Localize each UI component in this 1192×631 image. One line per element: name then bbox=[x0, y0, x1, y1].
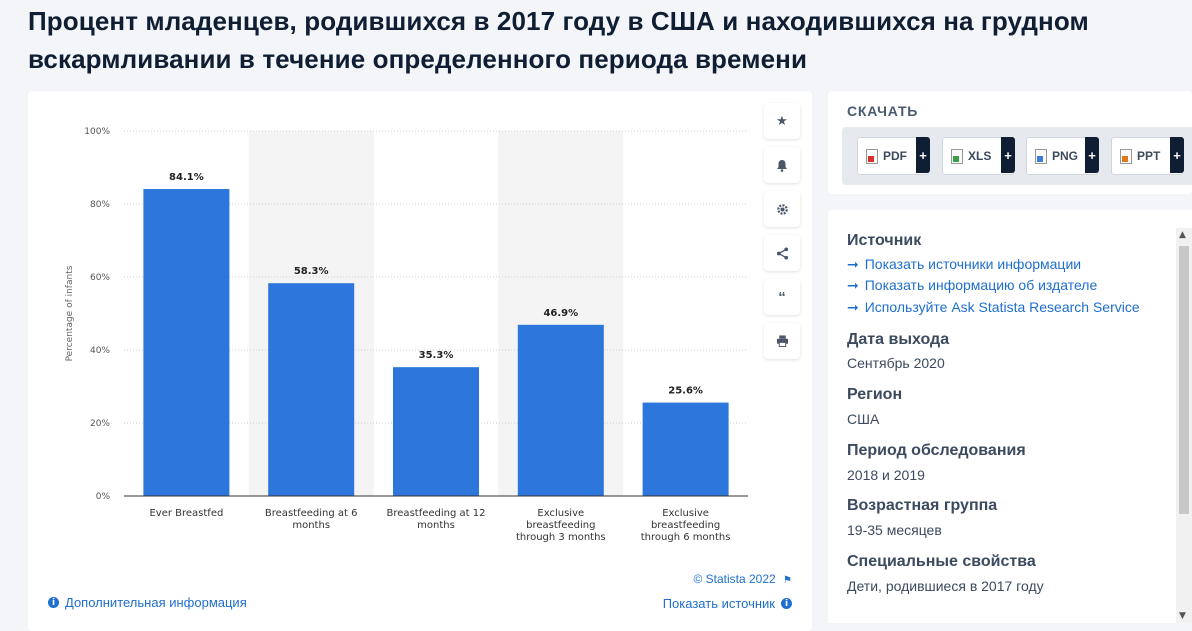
source-heading: Источник bbox=[847, 232, 922, 249]
scroll-up-icon[interactable]: ▲ bbox=[1179, 230, 1186, 240]
age-group-heading: Возрастная группа bbox=[847, 497, 998, 514]
page-title: Процент младенцев, родившихся в 2017 год… bbox=[28, 6, 1089, 74]
x-tick-label: Exclusive breastfeeding through 3 months bbox=[516, 508, 606, 543]
scroll-thumb[interactable] bbox=[1179, 246, 1189, 514]
scroll-down-icon[interactable]: ▼ bbox=[1179, 611, 1186, 621]
x-tick-label-line: through 3 months bbox=[516, 532, 606, 543]
png-file-icon bbox=[1035, 148, 1047, 164]
data-label: 25.6% bbox=[668, 386, 703, 397]
download-buttons: PDF + XLS + PNG + PPT + bbox=[842, 127, 1192, 185]
notification-button[interactable] bbox=[764, 147, 800, 183]
data-label: 58.3% bbox=[294, 266, 329, 277]
survey-period-heading: Период обследования bbox=[847, 442, 1026, 459]
show-source-link[interactable]: Показать источник i bbox=[663, 596, 792, 611]
show-publisher-link[interactable]: ➞ Показать информацию об издателе bbox=[847, 277, 1098, 294]
release-date-value: Сентябрь 2020 bbox=[847, 355, 945, 371]
share-icon bbox=[776, 246, 788, 260]
flag-icon: ⚑ bbox=[783, 575, 792, 586]
x-tick-label-line: Exclusive bbox=[537, 508, 584, 519]
bar bbox=[393, 367, 479, 496]
x-tick-label-line: through 6 months bbox=[641, 532, 731, 543]
region-value: США bbox=[847, 411, 880, 427]
x-tick-label-line: Breastfeeding at 12 bbox=[387, 508, 486, 519]
plus-icon: + bbox=[1085, 137, 1099, 173]
download-ppt-button[interactable]: PPT + bbox=[1111, 137, 1184, 175]
special-properties-value: Дети, родившиеся в 2017 году bbox=[847, 578, 1044, 594]
x-tick-label-line: Exclusive bbox=[662, 508, 709, 519]
arrow-right-icon: ➞ bbox=[847, 278, 859, 294]
show-sources-link[interactable]: ➞ Показать источники информации bbox=[847, 256, 1082, 273]
share-button[interactable] bbox=[764, 235, 800, 271]
x-tick-label-line: months bbox=[292, 520, 330, 531]
x-tick-label-line: Breastfeeding at 6 bbox=[265, 508, 358, 519]
x-tick-label-line: Ever Breastfed bbox=[149, 508, 223, 519]
xls-file-icon bbox=[951, 148, 963, 164]
ask-statista-link[interactable]: ➞ Используйте Ask Statista Research Servi… bbox=[847, 299, 1140, 316]
bar bbox=[517, 324, 604, 496]
pdf-file-icon bbox=[866, 148, 878, 164]
chart-card: 0% 20% 40% 60% 80% 100% Percentage of infants 8… bbox=[28, 91, 812, 631]
survey-period-value: 2018 и 2019 bbox=[847, 467, 925, 483]
gear-icon bbox=[776, 203, 788, 215]
arrow-right-icon: ➞ bbox=[847, 300, 859, 316]
region-heading: Регион bbox=[847, 386, 903, 403]
star-icon: ★ bbox=[776, 113, 788, 128]
y-tick-label: 40% bbox=[90, 346, 110, 356]
y-tick-label: 20% bbox=[90, 419, 110, 429]
download-xls-button[interactable]: XLS + bbox=[942, 137, 1015, 175]
download-title: СКАЧАТЬ bbox=[847, 103, 919, 119]
x-tick-label-line: breastfeeding bbox=[526, 520, 595, 531]
more-info-link[interactable]: i Дополнительная информация bbox=[48, 595, 247, 610]
x-tick-label-line: months bbox=[417, 520, 455, 531]
info-icon: i bbox=[48, 597, 59, 608]
age-group-value: 19-35 месяцев bbox=[847, 522, 942, 538]
plus-icon: + bbox=[1170, 137, 1184, 173]
print-icon bbox=[776, 335, 788, 347]
bar-chart: 0% 20% 40% 60% 80% 100% Percentage of infants 8… bbox=[65, 127, 748, 543]
x-tick-label-line: breastfeeding bbox=[651, 520, 720, 531]
plus-icon: + bbox=[1001, 137, 1015, 173]
y-tick-label: 100% bbox=[84, 127, 110, 137]
favorite-button[interactable]: ★ bbox=[764, 103, 800, 139]
x-tick-label: Breastfeeding at 6 months bbox=[265, 508, 358, 531]
statista-credit[interactable]: © Statista 2022 ⚑ bbox=[693, 572, 792, 586]
bell-icon bbox=[777, 159, 787, 172]
x-tick-label: Ever Breastfed bbox=[149, 508, 223, 519]
bar bbox=[642, 402, 729, 496]
x-tick-label: Exclusive breastfeeding through 6 months bbox=[641, 508, 731, 543]
info-icon: i bbox=[781, 598, 792, 609]
data-label: 46.9% bbox=[543, 308, 578, 319]
details-scrollbar[interactable]: ▲ ▼ bbox=[1176, 228, 1192, 623]
cite-button[interactable]: “ bbox=[764, 279, 800, 315]
print-button[interactable] bbox=[764, 323, 800, 359]
chart-toolbar: ★ “ bbox=[764, 103, 800, 367]
bar bbox=[143, 189, 230, 496]
bar bbox=[268, 283, 355, 496]
download-png-button[interactable]: PNG + bbox=[1026, 137, 1099, 175]
special-properties-heading: Специальные свойства bbox=[847, 553, 1036, 570]
y-tick-label: 0% bbox=[96, 492, 111, 502]
download-panel: СКАЧАТЬ PDF + XLS + PNG + PPT + bbox=[828, 91, 1192, 194]
plus-icon: + bbox=[916, 137, 930, 173]
ppt-file-icon bbox=[1120, 148, 1132, 164]
y-axis-label: Percentage of infants bbox=[65, 265, 75, 361]
arrow-right-icon: ➞ bbox=[847, 257, 859, 273]
release-date-heading: Дата выхода bbox=[847, 331, 950, 348]
x-tick-label: Breastfeeding at 12 months bbox=[387, 508, 486, 531]
settings-button[interactable] bbox=[764, 191, 800, 227]
data-label: 35.3% bbox=[419, 350, 454, 361]
y-tick-label: 80% bbox=[90, 200, 110, 210]
statistic-details-panel: Источник ➞ Показать источники информации … bbox=[828, 210, 1192, 623]
y-tick-label: 60% bbox=[90, 273, 110, 283]
download-pdf-button[interactable]: PDF + bbox=[857, 137, 930, 175]
data-label: 84.1% bbox=[169, 172, 204, 183]
quote-icon: “ bbox=[778, 288, 786, 306]
